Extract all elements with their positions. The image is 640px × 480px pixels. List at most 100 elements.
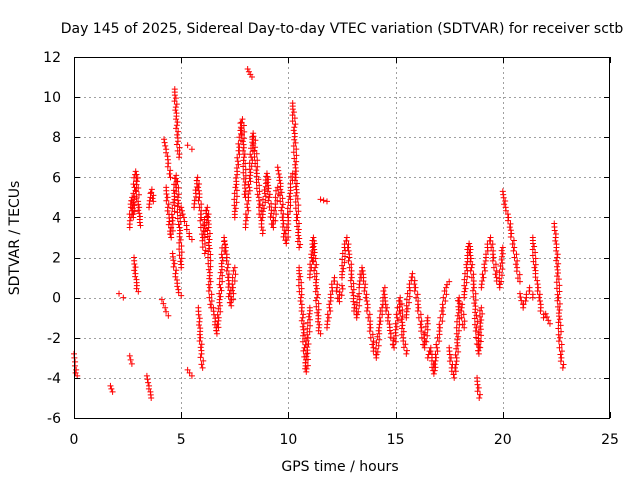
data-point (380, 287, 387, 294)
data-point (197, 344, 204, 351)
data-point (197, 354, 204, 361)
data-point (149, 195, 156, 202)
data-point (393, 311, 400, 318)
data-point (167, 174, 174, 181)
data-point (482, 251, 489, 258)
data-point (488, 244, 495, 251)
data-point (135, 201, 142, 208)
data-point (225, 284, 232, 291)
data-point (173, 101, 180, 108)
data-point (336, 289, 343, 296)
data-point (174, 209, 181, 216)
data-point (532, 274, 539, 281)
data-point (502, 197, 509, 204)
data-point (163, 197, 170, 204)
data-point (412, 284, 419, 291)
data-point (270, 214, 277, 221)
data-point (455, 298, 462, 305)
data-point (430, 367, 437, 374)
data-point (174, 283, 181, 290)
data-point (277, 198, 284, 205)
data-point (201, 250, 208, 257)
data-point (474, 318, 481, 325)
data-point (356, 302, 363, 309)
data-point (201, 216, 208, 223)
data-point (275, 167, 282, 174)
data-point (499, 266, 506, 273)
data-point (174, 197, 181, 204)
data-point (442, 298, 449, 305)
data-point (107, 382, 114, 389)
data-point (195, 187, 202, 194)
data-point (477, 391, 484, 398)
data-point (362, 294, 369, 301)
data-point (217, 284, 224, 291)
data-point (246, 187, 253, 194)
data-point (367, 324, 374, 331)
data-point (350, 298, 357, 305)
data-point (178, 242, 185, 249)
data-point (176, 224, 183, 231)
data-point (361, 287, 368, 294)
data-point (404, 290, 411, 297)
data-point (169, 227, 176, 234)
data-point (204, 227, 211, 234)
data-point (195, 184, 202, 191)
data-point (500, 194, 507, 201)
data-point (367, 334, 374, 341)
data-point (381, 284, 388, 291)
data-point (272, 217, 279, 224)
data-point (171, 92, 178, 99)
data-point (532, 249, 539, 256)
data-point (247, 169, 254, 176)
data-point (174, 119, 181, 126)
data-point (536, 291, 543, 298)
data-point (347, 277, 354, 284)
data-point (311, 273, 318, 280)
data-point (490, 254, 497, 261)
data-point (299, 338, 306, 345)
data-point (204, 204, 211, 211)
data-point (335, 295, 342, 302)
data-point (250, 140, 257, 147)
data-point (507, 227, 514, 234)
data-point (196, 194, 203, 201)
data-point (240, 144, 247, 151)
data-point (300, 332, 307, 339)
data-point (313, 261, 320, 268)
data-point (479, 310, 486, 317)
data-point (246, 175, 253, 182)
data-point (265, 182, 272, 189)
data-point (205, 287, 212, 294)
data-point (451, 374, 458, 381)
data-point (295, 220, 302, 227)
data-point (192, 187, 199, 194)
data-point (513, 251, 520, 258)
data-point (161, 139, 168, 146)
x-tick-label: 20 (494, 432, 512, 448)
data-point (476, 329, 483, 336)
data-point (440, 304, 447, 311)
data-point (454, 336, 461, 343)
data-point (315, 327, 322, 334)
data-point (556, 307, 563, 314)
data-point (349, 289, 356, 296)
data-point (240, 175, 247, 182)
data-point (556, 282, 563, 289)
data-point (396, 303, 403, 310)
data-point (171, 202, 178, 209)
data-point (303, 337, 310, 344)
data-point (479, 277, 486, 284)
data-point (285, 227, 292, 234)
data-point (242, 217, 249, 224)
data-point (261, 187, 268, 194)
data-point (453, 345, 460, 352)
data-point (173, 267, 180, 274)
data-point (132, 171, 139, 178)
data-point (170, 263, 177, 270)
data-point (556, 288, 563, 295)
data-point (172, 273, 179, 280)
data-point (253, 150, 260, 157)
data-point (196, 204, 203, 211)
data-point (403, 347, 410, 354)
